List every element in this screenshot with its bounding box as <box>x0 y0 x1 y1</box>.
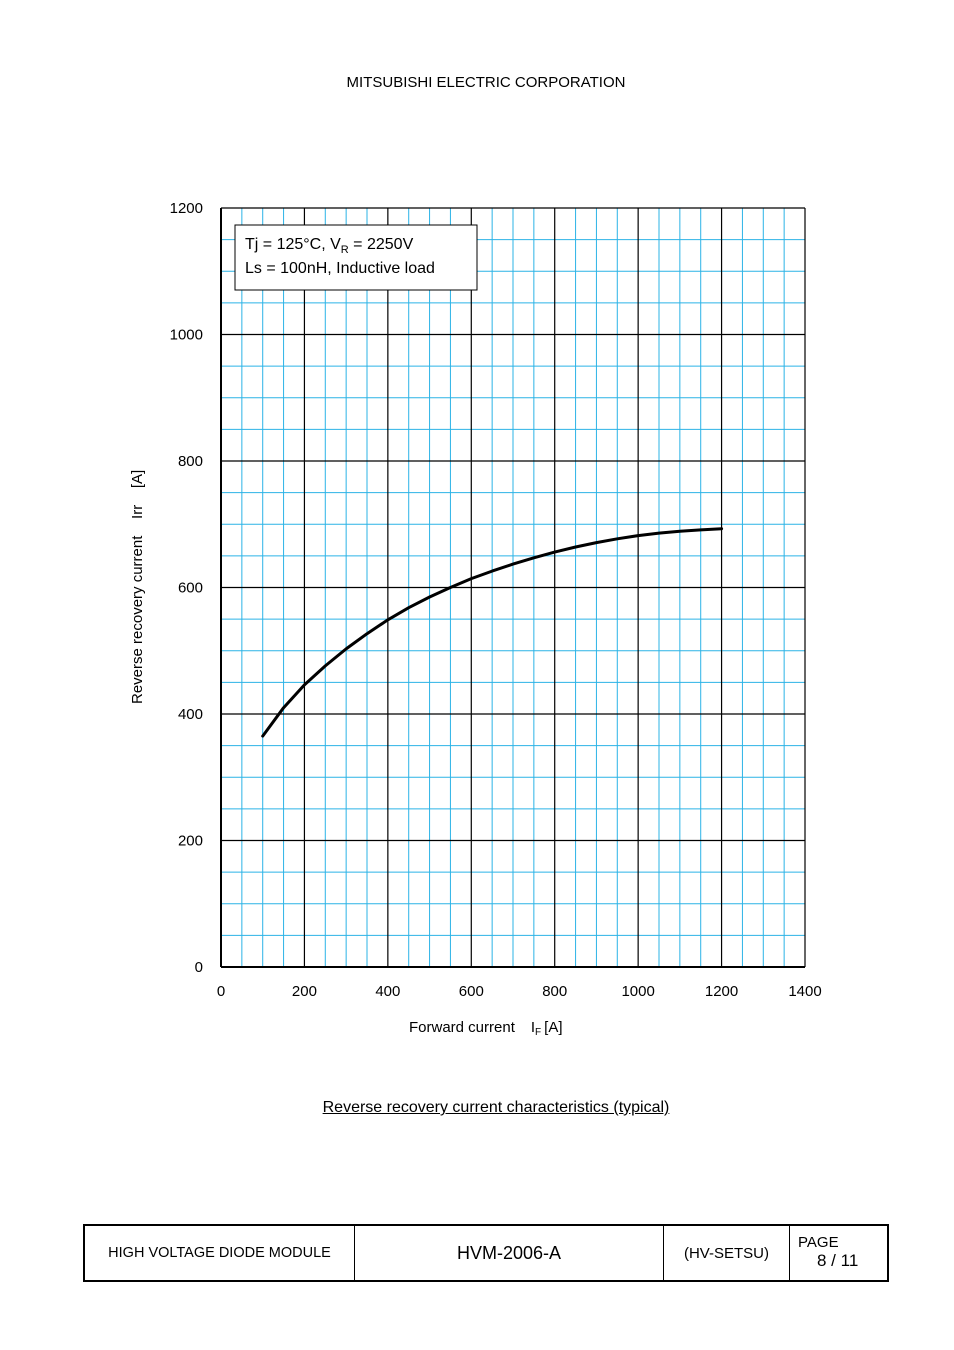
y-tick-labels: 0 200 400 600 800 1000 1200 <box>170 200 203 976</box>
x-tick-label: 800 <box>542 983 567 1000</box>
x-axis-label: Forward current IF [A] <box>409 1019 563 1038</box>
y-tick-label: 200 <box>178 833 203 850</box>
annotation-line-1: Tj = 125°C, VR = 2250V <box>245 236 414 256</box>
figure-caption: Reverse recovery current characteristics… <box>322 1099 670 1116</box>
y-tick-label: 1000 <box>170 327 203 344</box>
x-tick-label: 0 <box>217 983 225 1000</box>
footer-page: PAGE 8 / 11 <box>790 1226 887 1280</box>
y-axis-label: Reverse recovery current Irr [A] <box>129 470 146 704</box>
grid-major <box>220 207 806 968</box>
x-tick-label: 1000 <box>621 983 654 1000</box>
x-tick-labels: 0 200 400 600 800 1000 1200 1400 <box>217 983 822 1000</box>
footer-table: HIGH VOLTAGE DIODE MODULE HVM-2006-A (HV… <box>83 1224 889 1282</box>
company-name: MITSUBISHI ELECTRIC CORPORATION <box>346 74 626 91</box>
x-tick-label: 1400 <box>788 983 821 1000</box>
series-line-irr <box>261 527 724 738</box>
annotation-line-2: Ls = 100nH, Inductive load <box>245 260 435 277</box>
x-tick-label: 200 <box>292 983 317 1000</box>
footer-doc-number: HVM-2006-A <box>355 1226 664 1280</box>
series-layer <box>261 527 724 738</box>
reverse-recovery-chart: 0 200 400 600 800 1000 1200 1400 0 200 400 600 800 1… <box>129 200 822 1038</box>
y-tick-label: 600 <box>178 580 203 597</box>
x-tick-label: 600 <box>459 983 484 1000</box>
page-label: PAGE <box>798 1234 839 1251</box>
page-number: 8 / 11 <box>817 1251 859 1270</box>
annotation-box: Tj = 125°C, VR = 2250V Ls = 100nH, Induc… <box>234 224 478 291</box>
y-tick-label: 0 <box>195 959 203 976</box>
footer-type: (HV-SETSU) <box>664 1226 790 1280</box>
footer-product: HIGH VOLTAGE DIODE MODULE <box>85 1226 355 1280</box>
y-tick-label: 1200 <box>170 200 203 217</box>
x-tick-label: 400 <box>375 983 400 1000</box>
y-tick-label: 800 <box>178 453 203 470</box>
y-tick-label: 400 <box>178 706 203 723</box>
x-tick-label: 1200 <box>705 983 738 1000</box>
